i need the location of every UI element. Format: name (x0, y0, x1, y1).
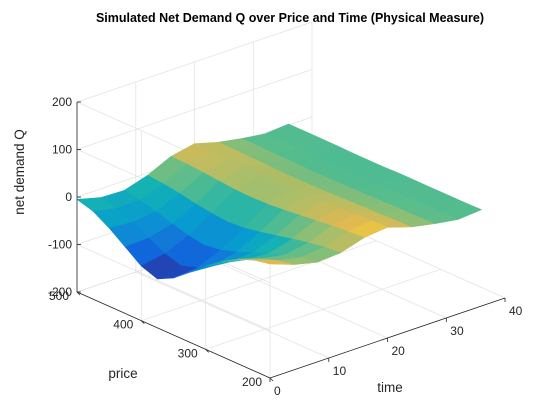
grid-line-floor-time (194, 251, 388, 339)
axes-ticks (76, 101, 506, 382)
y-tick-label: 400 (113, 318, 133, 332)
z-tick-label: 100 (52, 143, 72, 157)
grid-line-floor-price (205, 268, 441, 350)
grid-line-wall-q-back (76, 69, 313, 150)
z-tick-label: -200 (48, 285, 72, 299)
x-tick-label: 10 (333, 364, 347, 378)
y-axis-line (76, 291, 271, 379)
z-axis-label: net demand Q (12, 129, 27, 215)
y-tick-label: 500 (49, 289, 69, 303)
grid-line-wall-q-left (76, 244, 271, 331)
y-tick-mark (76, 291, 81, 296)
y-tick-mark (269, 377, 274, 382)
y-tick-mark (205, 349, 209, 353)
x-tick-label: 30 (450, 324, 464, 338)
x-tick-label: 20 (392, 344, 406, 358)
z-tick-label: 0 (65, 190, 72, 204)
surface-patch (253, 259, 294, 265)
tick-labels: 0 10 20 30 40 200 300 400 500-200 -100 0 100 200 (48, 95, 523, 398)
y-tick-label: 200 (242, 375, 262, 389)
grid-line-wall-q-back (76, 21, 313, 103)
demand-surface (76, 123, 482, 280)
y-axis-label: price (108, 366, 137, 381)
x-tick-label: 40 (509, 304, 523, 318)
grid-line-floor-time (135, 271, 329, 359)
chart-title: Simulated Net Demand Q over Price and Ti… (96, 11, 484, 25)
x-tick-label: 0 (274, 384, 281, 398)
y-tick-mark (141, 320, 145, 324)
z-tick-label: 200 (52, 95, 72, 109)
x-axis-label: time (377, 380, 403, 395)
y-tick-label: 300 (178, 346, 198, 360)
z-tick-label: -100 (48, 238, 72, 252)
